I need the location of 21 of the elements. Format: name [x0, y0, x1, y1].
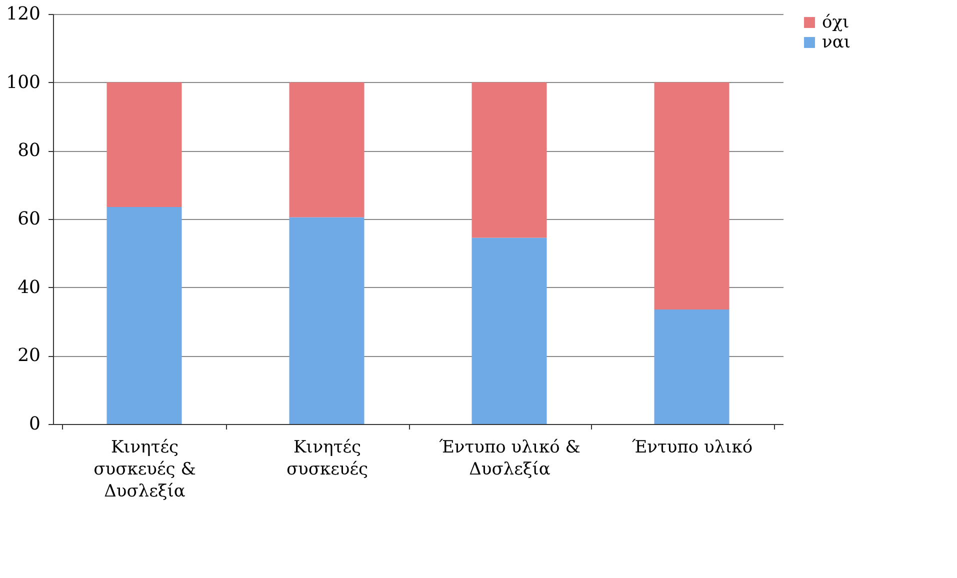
y-tick-label: 60	[18, 208, 40, 230]
bar	[289, 82, 364, 218]
y-tick-label: 0	[29, 414, 40, 434]
y-tick-label: 40	[18, 276, 40, 298]
y-tick-label: 80	[18, 140, 40, 162]
legend-label: ναι	[822, 32, 850, 52]
y-tick-label: 100	[6, 72, 40, 93]
x-tick-label: Κινητές συσκευές	[286, 438, 368, 480]
bar	[472, 238, 547, 424]
legend-label: όχι	[822, 12, 850, 32]
bar	[106, 82, 182, 208]
x-tick-label: Έντυπο υλικό & Δυσλεξία	[439, 438, 580, 480]
bar	[654, 82, 730, 310]
x-tick-label: Κινητές συσκευές & Δυσλεξία	[94, 438, 196, 502]
bar	[472, 82, 547, 238]
bar	[654, 310, 730, 424]
y-tick-label: 120	[6, 4, 40, 24]
y-tick-label: 20	[18, 345, 40, 366]
x-tick-label: Έντυπο υλικό	[632, 438, 753, 458]
bar	[106, 207, 182, 424]
bar	[289, 217, 364, 424]
